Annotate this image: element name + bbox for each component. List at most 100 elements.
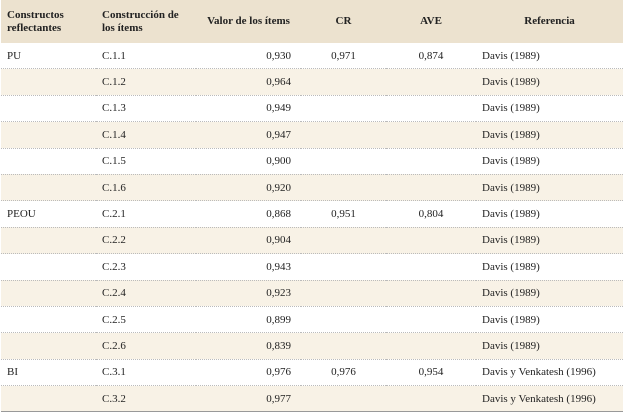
- cell-item: C.1.5: [96, 148, 196, 175]
- cell-cr: 0,951: [301, 200, 386, 228]
- cell-reference: Davis (1989): [476, 43, 623, 70]
- cell-construct: [1, 280, 96, 307]
- cell-ave: [386, 148, 476, 175]
- cell-value: 0,943: [196, 253, 301, 281]
- cell-construct: [1, 332, 96, 360]
- cell-reference: Davis (1989): [476, 95, 623, 123]
- cell-reference: Davis (1989): [476, 148, 623, 175]
- table-row: PEOU C.2.1 0,868 0,951 0,804 Davis (1989): [1, 200, 623, 228]
- cell-construct: BI: [1, 359, 96, 387]
- cell-value: 0,964: [196, 68, 301, 96]
- cell-ave: [386, 385, 476, 412]
- cell-item: C.2.2: [96, 227, 196, 255]
- cell-value: 0,839: [196, 332, 301, 360]
- header-cell: Constructos reflectantes: [1, 0, 96, 43]
- cell-value: 0,947: [196, 121, 301, 149]
- cell-construct: [1, 148, 96, 175]
- cell-value: 0,900: [196, 148, 301, 175]
- cell-reference: Davis (1989): [476, 306, 623, 334]
- cell-reference: Davis y Venkatesh (1996): [476, 385, 623, 412]
- table-row: C.1.5 0,900 Davis (1989): [1, 148, 623, 175]
- cell-item: C.1.3: [96, 95, 196, 123]
- cell-item: C.1.2: [96, 68, 196, 96]
- cell-construct: [1, 253, 96, 281]
- cell-ave: 0,874: [386, 43, 476, 70]
- cell-reference: Davis y Venkatesh (1996): [476, 359, 623, 387]
- table-header: Constructos reflectantes Construcción de …: [1, 0, 623, 43]
- cell-ave: [386, 280, 476, 307]
- cell-item: C.1.1: [96, 43, 196, 70]
- cell-construct: PEOU: [1, 200, 96, 228]
- cell-value: 0,949: [196, 95, 301, 123]
- cell-item: C.2.3: [96, 253, 196, 281]
- cell-construct: PU: [1, 43, 96, 70]
- cell-construct: [1, 227, 96, 255]
- cell-cr: [301, 332, 386, 360]
- cell-ave: 0,954: [386, 359, 476, 387]
- cell-value: 0,868: [196, 200, 301, 228]
- cell-ave: [386, 253, 476, 281]
- cell-cr: [301, 148, 386, 175]
- cell-cr: 0,976: [301, 359, 386, 387]
- cell-construct: [1, 174, 96, 202]
- cell-value: 0,976: [196, 359, 301, 387]
- table-row: C.1.3 0,949 Davis (1989): [1, 95, 623, 123]
- cell-value: 0,899: [196, 306, 301, 334]
- header-cell: Construcción de los ítems: [96, 0, 196, 43]
- cell-item: C.2.4: [96, 280, 196, 307]
- cell-cr: [301, 385, 386, 412]
- cell-construct: [1, 385, 96, 412]
- table-row: C.2.5 0,899 Davis (1989): [1, 306, 623, 334]
- cell-ave: [386, 227, 476, 255]
- cell-construct: [1, 306, 96, 334]
- cell-item: C.3.2: [96, 385, 196, 412]
- table-row: C.2.4 0,923 Davis (1989): [1, 280, 623, 307]
- table-row: C.2.6 0,839 Davis (1989): [1, 332, 623, 360]
- cell-cr: 0,971: [301, 43, 386, 70]
- cell-reference: Davis (1989): [476, 227, 623, 255]
- table-row: C.2.3 0,943 Davis (1989): [1, 253, 623, 281]
- header-cell: Referencia: [476, 0, 623, 43]
- cell-ave: [386, 121, 476, 149]
- header-row: Constructos reflectantes Construcción de …: [1, 0, 623, 43]
- cell-item: C.2.5: [96, 306, 196, 334]
- cell-item: C.3.1: [96, 359, 196, 387]
- cell-construct: [1, 95, 96, 123]
- table-row: C.2.2 0,904 Davis (1989): [1, 227, 623, 255]
- cell-cr: [301, 280, 386, 307]
- cell-item: C.2.1: [96, 200, 196, 228]
- table-row: C.3.2 0,977 Davis y Venkatesh (1996): [1, 385, 623, 412]
- cell-cr: [301, 174, 386, 202]
- cell-cr: [301, 95, 386, 123]
- cell-cr: [301, 306, 386, 334]
- cell-cr: [301, 253, 386, 281]
- cell-value: 0,977: [196, 385, 301, 412]
- cell-ave: [386, 68, 476, 96]
- cell-ave: [386, 95, 476, 123]
- cell-reference: Davis (1989): [476, 121, 623, 149]
- cell-cr: [301, 227, 386, 255]
- cell-value: 0,930: [196, 43, 301, 70]
- table-row: PU C.1.1 0,930 0,971 0,874 Davis (1989): [1, 43, 623, 70]
- header-cell: CR: [301, 0, 386, 43]
- header-cell: Valor de los ítems: [196, 0, 301, 43]
- cell-ave: [386, 306, 476, 334]
- cell-value: 0,923: [196, 280, 301, 307]
- cell-construct: [1, 68, 96, 96]
- cell-reference: Davis (1989): [476, 68, 623, 96]
- cell-reference: Davis (1989): [476, 280, 623, 307]
- header-cell: AVE: [386, 0, 476, 43]
- table-row: C.1.2 0,964 Davis (1989): [1, 68, 623, 96]
- cell-reference: Davis (1989): [476, 174, 623, 202]
- table-body: PU C.1.1 0,930 0,971 0,874 Davis (1989) C.1.2 0…: [1, 43, 623, 412]
- cell-construct: [1, 121, 96, 149]
- table-row: C.1.6 0,920 Davis (1989): [1, 174, 623, 202]
- cell-cr: [301, 121, 386, 149]
- cell-item: C.2.6: [96, 332, 196, 360]
- cell-reference: Davis (1989): [476, 253, 623, 281]
- table-row: BI C.3.1 0,976 0,976 0,954 Davis y Venkatesh …: [1, 359, 623, 387]
- cell-item: C.1.6: [96, 174, 196, 202]
- cell-ave: [386, 332, 476, 360]
